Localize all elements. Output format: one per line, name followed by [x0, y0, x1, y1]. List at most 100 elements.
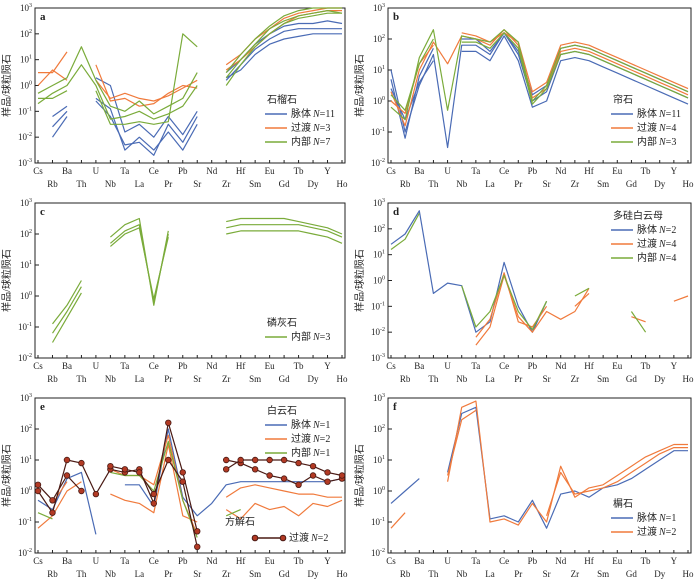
x-tick-label: Nb	[105, 569, 116, 579]
series-line	[225, 509, 241, 517]
series-line	[447, 400, 688, 526]
x-tick-label: U	[444, 361, 451, 371]
y-tick-label: 10-2	[371, 548, 385, 558]
x-tick-label: Rb	[400, 374, 411, 384]
x-tick-label: Zr	[222, 179, 231, 189]
x-tick-label: Nd	[555, 361, 566, 371]
data-point	[92, 490, 100, 498]
marker-legend-entry: 过渡 N=2	[289, 531, 328, 544]
x-tick-label: Gd	[626, 569, 637, 579]
series-line	[447, 409, 477, 476]
data-point	[251, 456, 259, 464]
x-tick-label: Nb	[456, 374, 467, 384]
series-line	[574, 292, 590, 307]
marker-legend-dot	[279, 534, 287, 542]
series-line	[461, 32, 689, 93]
legend-entry: 内部 N=3	[637, 135, 676, 148]
legend-entry: 过渡 N=4	[637, 237, 676, 250]
x-tick-label: La	[485, 374, 495, 384]
x-tick-label: Tb	[294, 166, 304, 176]
series-line	[225, 484, 342, 498]
data-point	[34, 487, 42, 495]
x-tick-label: Eu	[612, 166, 622, 176]
x-tick-label: Y	[324, 361, 331, 371]
x-tick-label: Ba	[414, 361, 424, 371]
x-tick-label: La	[135, 374, 145, 384]
x-tick-label: Nd	[206, 361, 217, 371]
legend-title: 白云石	[267, 404, 297, 417]
series-line	[390, 478, 420, 504]
series-line	[38, 51, 68, 74]
legend-entry: 过渡 N=3	[291, 121, 330, 134]
y-tick-label: 10-1	[371, 517, 385, 527]
x-tick-label: Tb	[641, 166, 651, 176]
series-line	[225, 7, 342, 73]
series-line	[225, 12, 342, 86]
x-tick-label: Th	[76, 569, 86, 579]
series-line	[461, 35, 689, 108]
panel-letter: c	[40, 206, 45, 218]
legend-entry: 过渡 N=4	[637, 121, 676, 134]
series-line	[110, 224, 169, 303]
x-tick-label: Tb	[294, 361, 304, 371]
series-line	[225, 499, 343, 520]
series-line	[390, 38, 434, 111]
panel-letter: b	[393, 11, 399, 23]
data-point	[49, 509, 56, 516]
x-tick-label: Nd	[206, 556, 217, 566]
x-tick-label: Sr	[193, 179, 201, 189]
x-tick-label: Hf	[584, 166, 594, 176]
data-point	[222, 456, 230, 464]
x-tick-label: Ce	[499, 166, 509, 176]
x-tick-label: Sr	[543, 374, 551, 384]
y-tick-label: 10-1	[18, 322, 32, 332]
x-tick-label: Ba	[414, 166, 424, 176]
x-tick-label: U	[93, 166, 100, 176]
x-tick-label: Th	[76, 179, 86, 189]
x-tick-label: Rb	[47, 179, 58, 189]
x-tick-label: Dy	[654, 569, 665, 579]
series-line	[52, 280, 82, 325]
y-tick-label: 102	[20, 29, 32, 39]
x-tick-label: Nd	[555, 166, 566, 176]
panel-letter: f	[393, 401, 397, 413]
data-point	[179, 478, 186, 485]
x-tick-label: Ho	[337, 569, 348, 579]
data-point	[107, 463, 114, 470]
x-tick-label: Cs	[386, 166, 396, 176]
x-tick-label: Pr	[164, 569, 172, 579]
x-tick-label: Dy	[308, 569, 319, 579]
data-point	[295, 481, 302, 488]
marker-legend-title: 方解石	[225, 515, 255, 528]
y-axis-label: 样品/球粒陨石	[0, 249, 13, 312]
series-line	[461, 32, 689, 105]
series-line	[631, 316, 646, 323]
y-tick-label: 101	[373, 65, 385, 75]
x-tick-label: Pr	[164, 374, 172, 384]
series-line	[475, 274, 590, 346]
x-tick-label: Nb	[456, 569, 467, 579]
series-line	[226, 224, 343, 238]
plot-frame	[387, 397, 692, 554]
data-point	[63, 472, 71, 479]
x-tick-label: Hf	[236, 361, 246, 371]
y-tick-label: 10-2	[371, 327, 385, 337]
x-tick-label: Sm	[597, 569, 609, 579]
x-tick-label: Ba	[414, 556, 424, 566]
data-point	[63, 456, 71, 464]
series-line	[390, 213, 420, 250]
y-tick-label: 10-1	[371, 301, 385, 311]
y-tick-label: 103	[20, 198, 32, 208]
x-tick-label: Ta	[471, 166, 480, 176]
y-tick-label: 100	[373, 486, 385, 496]
series-line	[673, 295, 689, 302]
y-tick-label: 10-3	[18, 158, 32, 168]
x-tick-label: La	[135, 179, 145, 189]
x-tick-label: Pb	[178, 556, 188, 566]
series-line	[52, 110, 68, 128]
legend-title: 石榴石	[267, 93, 297, 106]
x-tick-label: Sr	[193, 374, 201, 384]
x-tick-label: Ho	[683, 569, 694, 579]
